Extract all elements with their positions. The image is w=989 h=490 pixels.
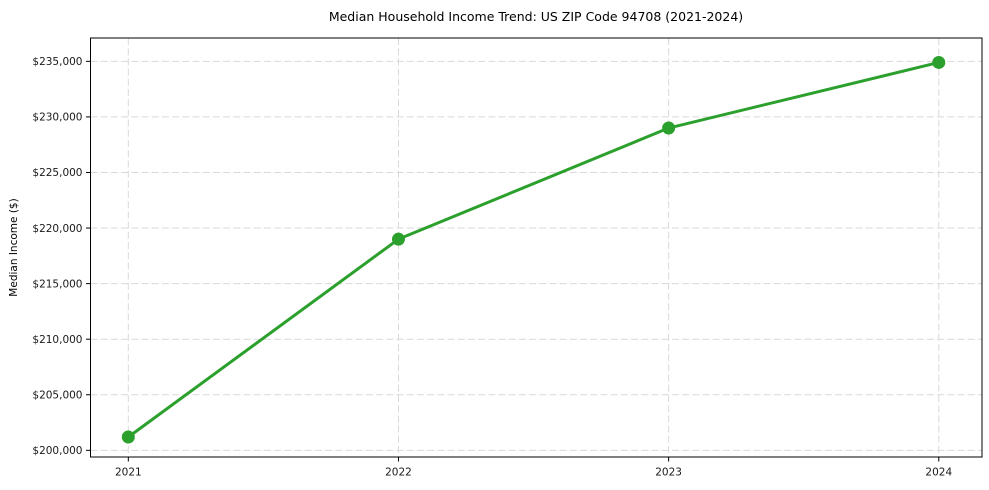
data-point-marker <box>391 232 405 246</box>
data-point-marker <box>662 121 676 135</box>
x-tick-label: 2021 <box>115 467 142 479</box>
y-tick-label: $235,000 <box>32 56 82 68</box>
y-axis-label: Median Income ($) <box>8 198 20 296</box>
chart-title: Median Household Income Trend: US ZIP Co… <box>329 9 743 24</box>
trend-line <box>126 60 941 439</box>
y-tick-label: $200,000 <box>32 445 82 457</box>
y-tick-label: $220,000 <box>32 223 82 235</box>
x-tick-label: 2024 <box>925 467 952 479</box>
data-point-marker <box>121 430 135 444</box>
data-point-marker <box>932 55 946 69</box>
axes-layer: $200,000 $205,000 $210,000 $215,000 $220,000… <box>32 37 983 479</box>
plot-border <box>90 37 983 458</box>
y-tick-label: $225,000 <box>32 167 82 179</box>
y-tick-label: $215,000 <box>32 278 82 290</box>
data-series-layer <box>121 55 946 444</box>
y-tick-label: $210,000 <box>32 334 82 346</box>
x-tick-label: 2023 <box>655 467 682 479</box>
x-tick-label: 2022 <box>385 467 412 479</box>
y-tick-label: $205,000 <box>32 389 82 401</box>
y-tick-label: $230,000 <box>32 112 82 124</box>
gridlines-layer <box>90 38 982 457</box>
